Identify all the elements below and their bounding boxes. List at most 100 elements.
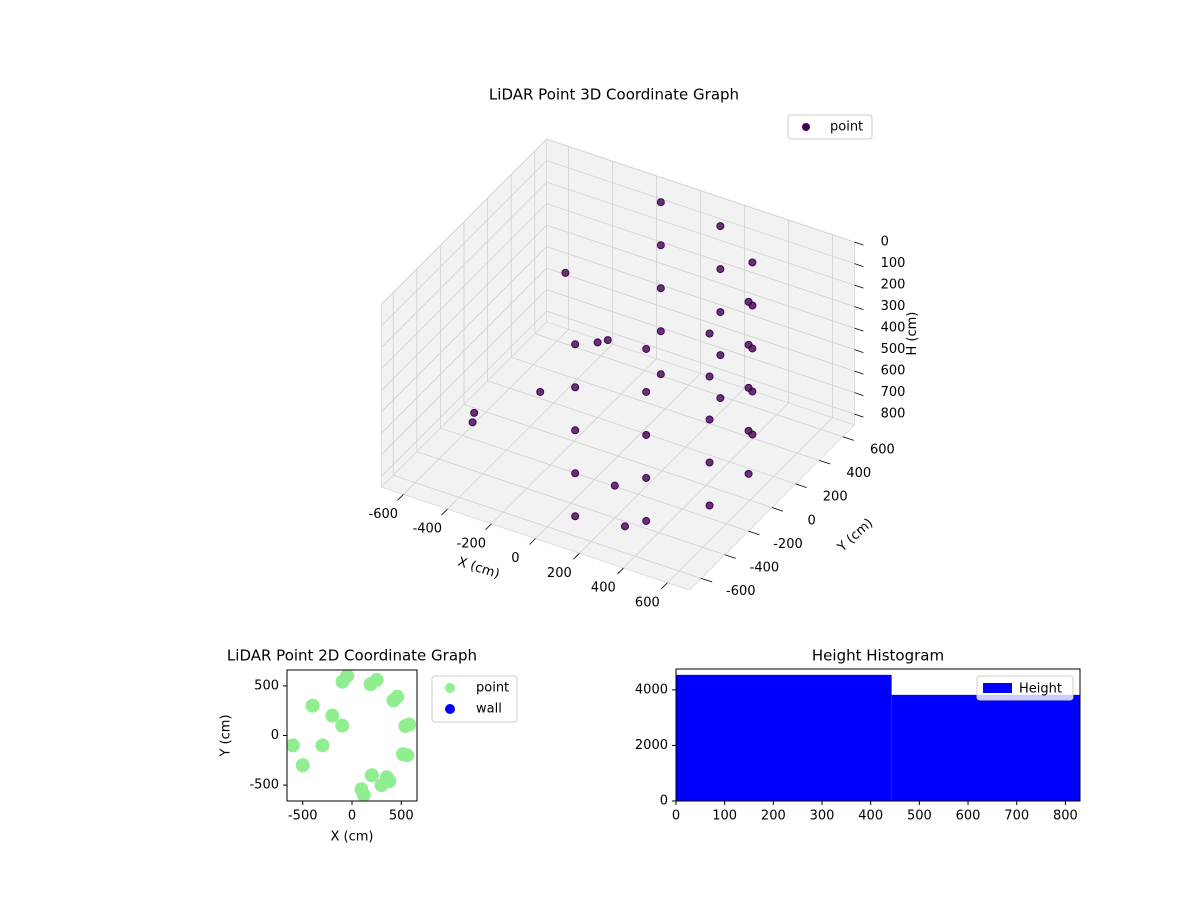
z-tick-label: 0 (881, 235, 889, 250)
x-tick-label: 400 (591, 581, 616, 596)
data-point (705, 458, 714, 467)
data-point (716, 308, 725, 317)
z-tick-label: 100 (881, 256, 906, 271)
data-point (536, 387, 545, 396)
data-point (571, 469, 580, 478)
y-tick-label: 0 (271, 728, 279, 743)
data-point (656, 241, 665, 250)
x-tick-label: -200 (457, 536, 487, 551)
data-point (369, 672, 384, 687)
grid-line (381, 310, 547, 477)
chart-title: LiDAR Point 2D Coordinate Graph (227, 647, 477, 665)
axes-frame (675, 668, 1081, 802)
grid-line (463, 404, 773, 508)
legend-box (787, 114, 873, 140)
x-tick-label: 700 (1004, 809, 1029, 824)
data-point (642, 387, 651, 396)
y-tick-label: -500 (249, 778, 279, 793)
tick-mark (795, 483, 807, 488)
grid-line (416, 451, 725, 556)
grid-line (546, 289, 855, 394)
tick-mark (854, 327, 864, 332)
z-tick-label: 300 (881, 299, 906, 314)
z-tick-label: 500 (881, 342, 906, 357)
grid-line (381, 138, 547, 305)
grid-line (546, 203, 855, 308)
z-tick-label: 600 (881, 364, 906, 379)
grid-line (546, 310, 855, 415)
legend-label: point (830, 120, 863, 135)
data-point (402, 717, 417, 732)
y-tick-label: 2000 (635, 738, 668, 753)
legend-label: wall (476, 702, 502, 717)
grid-line (381, 267, 547, 434)
grid-line (546, 224, 855, 329)
tick-mark (661, 582, 668, 589)
tick-mark (854, 370, 864, 375)
grid-line (546, 181, 855, 286)
axes-frame (286, 669, 418, 802)
y-tick-label: 200 (823, 490, 848, 505)
x-tick-label: -500 (288, 809, 318, 824)
data-point (748, 387, 757, 396)
z-tick-label: 800 (881, 407, 906, 422)
x-axis-label: X (cm) (331, 830, 374, 845)
x-tick-label: 0 (672, 809, 680, 824)
data-point (705, 372, 714, 381)
data-point (390, 689, 405, 704)
tick-mark (441, 508, 448, 516)
data-point (571, 383, 580, 392)
tick-mark (529, 538, 536, 545)
data-point (705, 415, 714, 424)
tick-mark (819, 459, 831, 465)
tick-mark (854, 413, 864, 418)
y-tick-label: 4000 (635, 682, 668, 697)
data-point (571, 340, 580, 349)
data-point (716, 222, 725, 231)
data-point (287, 738, 300, 753)
grid-line (487, 380, 796, 485)
grid-line (381, 181, 547, 348)
data-point (364, 768, 379, 783)
x-tick-label: 100 (712, 809, 737, 824)
data-point (295, 758, 310, 773)
tick-mark (854, 263, 864, 267)
data-point (571, 512, 580, 521)
data-point (748, 301, 757, 310)
data-point (705, 329, 714, 338)
data-point (656, 327, 665, 336)
data-point (642, 430, 651, 439)
grid-line (511, 356, 820, 461)
data-point (656, 198, 665, 207)
bar (891, 694, 1080, 801)
data-point (382, 774, 397, 789)
data-point (716, 351, 725, 360)
grid-line (381, 224, 547, 391)
y-tick-label: -600 (726, 584, 756, 599)
legend-marker (445, 683, 455, 693)
x-tick-label: -600 (369, 507, 399, 522)
legend-box (431, 675, 518, 723)
x-tick-label: 600 (635, 595, 660, 610)
tick-mark (854, 349, 864, 353)
data-point (716, 265, 725, 274)
tick-mark (617, 567, 624, 575)
data-point (315, 738, 330, 753)
legend-marker (445, 704, 455, 714)
data-point (305, 698, 320, 713)
data-point (748, 430, 757, 439)
grid-line (381, 160, 547, 327)
data-point (642, 516, 651, 525)
grid-line (546, 160, 855, 265)
x-tick-label: 200 (761, 809, 786, 824)
legend-marker (802, 123, 810, 131)
data-point (561, 268, 570, 277)
y-tick-label: 0 (660, 794, 668, 809)
tick-mark (724, 554, 736, 559)
x-tick-label: 800 (1053, 809, 1078, 824)
data-point (335, 718, 350, 733)
data-point (468, 418, 477, 427)
plot-area (287, 670, 417, 801)
tick-mark (854, 306, 864, 310)
data-point (400, 748, 415, 763)
